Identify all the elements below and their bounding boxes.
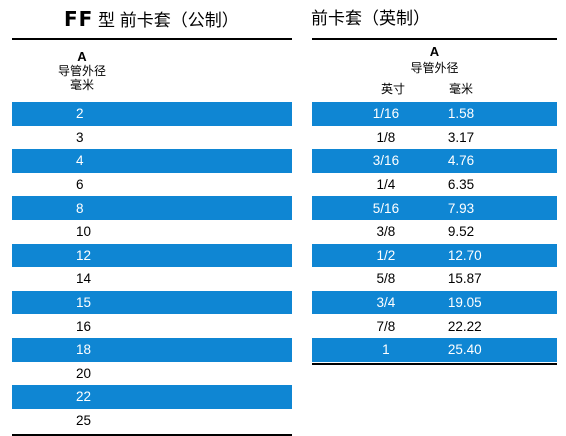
inch-cell: 1 — [312, 337, 440, 362]
metric-header-label: 导管外径 — [57, 64, 106, 78]
metric-od-cell: 15 — [12, 290, 292, 315]
table-row: 6 — [12, 172, 292, 197]
table-row: 10 — [12, 219, 292, 244]
metric-od-cell: 14 — [12, 267, 292, 291]
table-row: 1/2 12.70 — [312, 243, 557, 268]
inch-cell: 3/8 — [312, 219, 440, 244]
metric-title-text: 型 前卡套（公制） — [93, 11, 239, 30]
table-row: 15 — [12, 290, 292, 315]
metric-table-title: FF 型 前卡套（公制） — [64, 8, 239, 32]
imperial-title-rule — [312, 38, 557, 40]
table-row: 1/16 1.58 — [312, 102, 557, 126]
table-row: 1/8 3.17 — [312, 125, 557, 150]
table-row: 14 — [12, 267, 292, 291]
table-row: 5/16 7.93 — [312, 196, 557, 220]
metric-od-cell: 25 — [12, 408, 292, 433]
inch-cell: 1/2 — [312, 243, 440, 268]
mm-cell: 22.22 — [439, 314, 557, 338]
metric-od-cell: 10 — [12, 219, 292, 244]
inch-cell: 1/16 — [312, 102, 440, 126]
mm-cell: 6.35 — [439, 172, 557, 197]
metric-title-rule — [12, 38, 292, 40]
table-row: 4 — [12, 149, 292, 173]
inch-cell: 1/8 — [312, 125, 440, 150]
table-row: 3/4 19.05 — [312, 290, 557, 315]
metric-od-cell: 16 — [12, 314, 292, 338]
metric-od-cell: 22 — [12, 385, 292, 409]
metric-header-letter: A — [77, 49, 87, 64]
inch-cell: 5/8 — [312, 267, 440, 291]
inch-cell: 3/16 — [312, 149, 440, 173]
inch-cell: 7/8 — [312, 314, 440, 338]
table-row: 25 — [12, 408, 292, 433]
metric-od-cell: 2 — [12, 102, 292, 126]
type-code: FF — [64, 7, 94, 31]
imperial-inch-header: 英寸 — [380, 82, 405, 96]
imperial-table-title: 前卡套（英制） — [311, 9, 430, 28]
metric-od-cell: 12 — [12, 243, 292, 268]
mm-cell: 3.17 — [439, 125, 557, 150]
metric-header-unit: 毫米 — [69, 78, 94, 92]
mm-cell: 25.40 — [439, 337, 557, 362]
mm-cell: 4.76 — [439, 149, 557, 173]
metric-od-cell: 20 — [12, 361, 292, 386]
imperial-header-letter: A — [429, 44, 440, 59]
inch-cell: 3/4 — [312, 290, 440, 315]
table-row: 18 — [12, 337, 292, 362]
table-row: 3/8 9.52 — [312, 219, 557, 244]
table-row: 5/8 15.87 — [312, 267, 557, 291]
metric-column-header: A 导管外径 毫米 — [12, 49, 152, 93]
table-row: 20 — [12, 361, 292, 386]
metric-od-cell: 3 — [12, 125, 292, 150]
metric-od-cell: 4 — [12, 149, 292, 173]
imperial-size-table: 1/16 1.58 1/8 3.17 3/16 4.76 1/4 6.35 5/16 7.93 3/… — [312, 102, 557, 362]
table-row: 16 — [12, 314, 292, 338]
inch-cell: 1/4 — [312, 172, 440, 197]
imperial-header-label: 导管外径 — [410, 61, 459, 75]
table-row: 3 — [12, 125, 292, 150]
table-row: 3/16 4.76 — [312, 149, 557, 173]
metric-od-cell: 18 — [12, 337, 292, 362]
metric-size-table: 2 3 4 6 8 10 12 14 15 16 18 20 22 25 — [12, 102, 292, 433]
inch-cell: 5/16 — [312, 196, 440, 220]
mm-cell: 9.52 — [439, 219, 557, 244]
imperial-column-header: A 导管外径 — [312, 44, 557, 76]
table-row: 1/4 6.35 — [312, 172, 557, 197]
metric-od-cell: 6 — [12, 172, 292, 197]
imperial-mm-header: 毫米 — [448, 82, 473, 96]
metric-od-cell: 8 — [12, 196, 292, 220]
mm-cell: 7.93 — [439, 196, 557, 220]
imperial-table-bottom-rule — [312, 363, 557, 365]
mm-cell: 1.58 — [439, 102, 557, 126]
table-row: 1 25.40 — [312, 337, 557, 362]
table-row: 22 — [12, 385, 292, 409]
table-row: 8 — [12, 196, 292, 220]
mm-cell: 15.87 — [439, 267, 557, 291]
mm-cell: 19.05 — [439, 290, 557, 315]
table-row: 2 — [12, 102, 292, 126]
mm-cell: 12.70 — [439, 243, 557, 268]
table-row: 12 — [12, 243, 292, 268]
table-row: 7/8 22.22 — [312, 314, 557, 338]
